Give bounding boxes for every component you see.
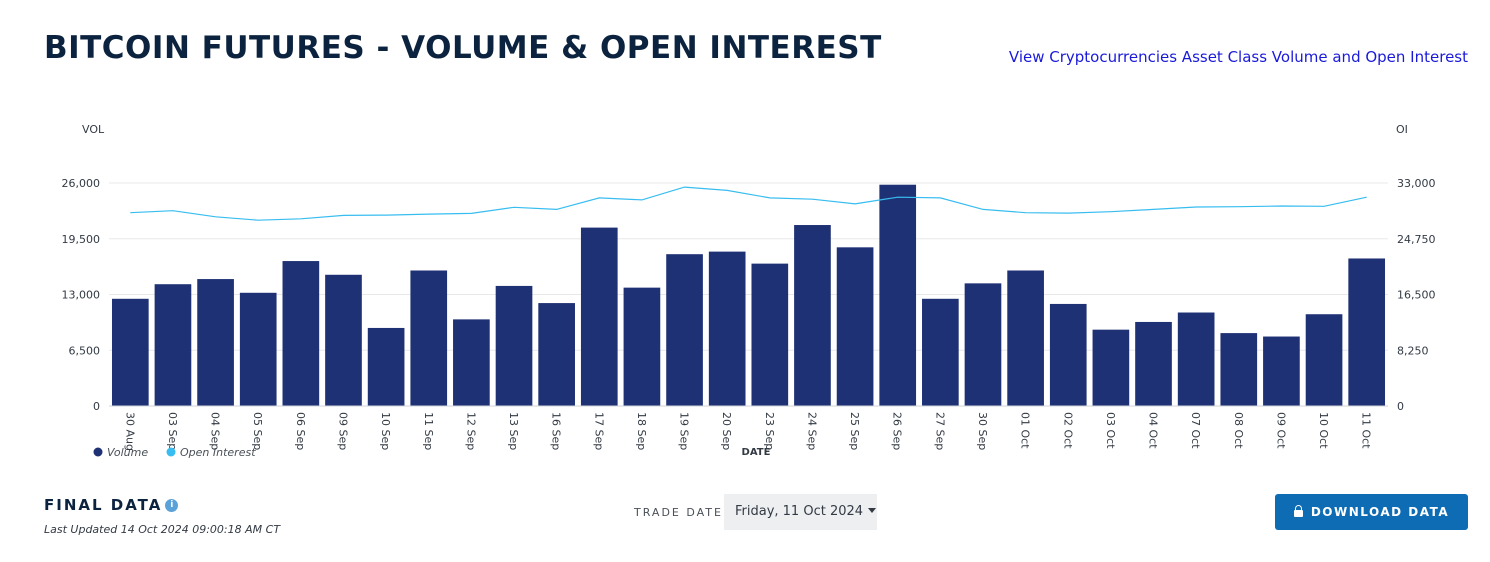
open-interest-line-group xyxy=(130,186,1367,221)
download-data-button[interactable]: DOWNLOAD DATA xyxy=(1275,494,1468,530)
volume-bar[interactable] xyxy=(964,283,1002,406)
x-tick-label: 11 Oct xyxy=(1360,412,1373,449)
volume-bar[interactable] xyxy=(1049,303,1087,406)
volume-bar[interactable] xyxy=(1305,314,1343,406)
grid-lines xyxy=(109,182,1388,351)
x-tick-label: 27 Sep xyxy=(933,412,946,450)
volume-bar[interactable] xyxy=(708,251,746,406)
volume-bar[interactable] xyxy=(580,227,618,406)
y-axis-left-title: VOL xyxy=(82,123,105,136)
y-tick-left: 0 xyxy=(93,400,100,413)
volume-bar[interactable] xyxy=(495,285,533,406)
x-tick-label: 10 Oct xyxy=(1317,412,1330,449)
download-data-label: DOWNLOAD DATA xyxy=(1310,505,1450,519)
x-tick-label: 03 Sep xyxy=(166,412,179,450)
volume-bar[interactable] xyxy=(197,279,234,406)
x-tick-label: 04 Sep xyxy=(209,412,222,450)
y-tick-right: 8,250 xyxy=(1397,344,1429,357)
x-tick-label: 02 Oct xyxy=(1061,412,1074,449)
trade-date-select[interactable]: Friday, 11 Oct 2024 xyxy=(724,494,877,530)
volume-bar[interactable] xyxy=(1220,333,1258,406)
volume-bar[interactable] xyxy=(879,184,917,406)
volume-bar[interactable] xyxy=(794,225,831,406)
y-tick-left: 6,500 xyxy=(69,344,101,357)
volume-bar[interactable] xyxy=(666,254,703,406)
x-tick-label: 20 Sep xyxy=(720,412,733,450)
legend-volume-label[interactable]: Volume xyxy=(107,446,148,459)
y-tick-right: 24,750 xyxy=(1397,233,1436,246)
y-tick-left: 13,000 xyxy=(62,289,101,302)
x-axis-title: DATE xyxy=(742,447,771,458)
y-tick-left: 19,500 xyxy=(62,233,101,246)
y-tick-right: 16,500 xyxy=(1397,289,1436,302)
open-interest-line[interactable] xyxy=(130,186,1367,221)
x-tick-label: 30 Sep xyxy=(976,412,989,450)
volume-bar[interactable] xyxy=(1348,258,1386,406)
volume-oi-chart: 0 0 6,500 8,250 13,000 16,500 19,500 24,750 26,0… xyxy=(62,123,1436,459)
x-tick-label: 05 Sep xyxy=(251,412,264,450)
x-tick-label: 17 Sep xyxy=(592,412,605,450)
trade-date-label: TRADE DATE xyxy=(634,506,723,519)
volume-bar[interactable] xyxy=(154,284,192,406)
volume-bars xyxy=(111,184,1386,406)
volume-bar[interactable] xyxy=(1177,312,1215,406)
volume-bar[interactable] xyxy=(751,263,789,406)
volume-bar[interactable] xyxy=(1092,329,1130,406)
x-tick-label: 09 Oct xyxy=(1274,412,1287,449)
final-data-heading: FINAL DATA i xyxy=(44,496,179,514)
volume-bar[interactable] xyxy=(410,270,448,406)
volume-bar[interactable] xyxy=(282,261,320,406)
volume-bar[interactable] xyxy=(325,274,362,406)
volume-bar[interactable] xyxy=(453,319,490,406)
legend-volume-marker xyxy=(93,447,103,457)
x-tick-label: 18 Sep xyxy=(635,412,648,450)
x-tick-label: 26 Sep xyxy=(891,412,904,450)
y-axis-right-title: OI xyxy=(1396,123,1408,136)
volume-bar[interactable] xyxy=(1007,270,1044,406)
page-title: BITCOIN FUTURES - VOLUME & OPEN INTEREST xyxy=(44,30,882,66)
x-tick-label: 08 Oct xyxy=(1232,412,1245,449)
x-tick-label: 01 Oct xyxy=(1019,412,1032,449)
last-updated-text: Last Updated 14 Oct 2024 09:00:18 AM CT xyxy=(44,523,281,536)
volume-bar[interactable] xyxy=(836,247,874,406)
x-tick-label: 24 Sep xyxy=(805,412,818,450)
volume-bar[interactable] xyxy=(1263,336,1300,406)
legend-oi-label[interactable]: Open Interest xyxy=(180,446,256,459)
volume-bar[interactable] xyxy=(922,298,959,406)
y-tick-right: 33,000 xyxy=(1397,177,1436,190)
x-tick-label: 12 Sep xyxy=(464,412,477,450)
lock-icon xyxy=(1293,505,1303,517)
final-data-label: FINAL DATA xyxy=(44,496,163,514)
legend-oi-marker xyxy=(166,447,176,457)
x-tick-label: 04 Oct xyxy=(1147,412,1160,449)
volume-bar[interactable] xyxy=(239,292,277,406)
x-tick-label: 07 Oct xyxy=(1189,412,1202,449)
volume-bar[interactable] xyxy=(538,303,575,406)
x-tick-label: 09 Sep xyxy=(336,412,349,450)
x-tick-label: 30 Aug xyxy=(123,412,136,451)
view-asset-class-link[interactable]: View Cryptocurrencies Asset Class Volume… xyxy=(1008,48,1468,66)
volume-bar[interactable] xyxy=(1135,321,1172,406)
volume-bar[interactable] xyxy=(111,298,149,406)
info-icon[interactable]: i xyxy=(165,499,179,512)
x-tick-label: 06 Sep xyxy=(294,412,307,450)
axes: 0 0 6,500 8,250 13,000 16,500 19,500 24,750 26,0… xyxy=(62,177,1436,451)
x-tick-label: 25 Sep xyxy=(848,412,861,450)
x-tick-label: 13 Sep xyxy=(507,412,520,450)
x-tick-label: 10 Sep xyxy=(379,412,392,450)
x-tick-label: 19 Sep xyxy=(678,412,691,450)
legend: Volume Open Interest xyxy=(93,446,256,459)
x-tick-label: 11 Sep xyxy=(422,412,435,450)
volume-bar[interactable] xyxy=(367,327,405,406)
x-tick-label: 16 Sep xyxy=(550,412,563,450)
y-tick-right: 0 xyxy=(1397,400,1404,413)
volume-bar[interactable] xyxy=(623,287,661,406)
y-tick-left: 26,000 xyxy=(62,177,101,190)
trade-date-value: Friday, 11 Oct 2024 xyxy=(735,504,864,519)
caret-down-icon xyxy=(868,508,877,513)
x-tick-label: 23 Sep xyxy=(763,412,776,450)
x-tick-label: 03 Oct xyxy=(1104,412,1117,449)
